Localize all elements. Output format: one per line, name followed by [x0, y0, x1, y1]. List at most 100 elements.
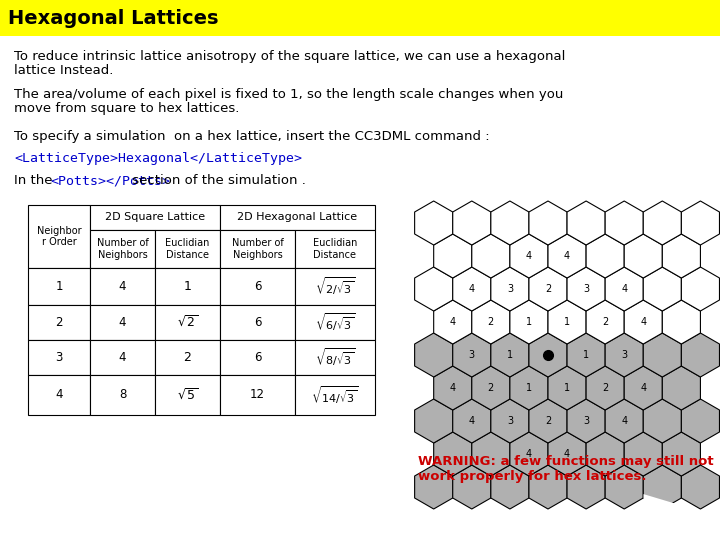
Text: section of the simulation .: section of the simulation .: [128, 174, 306, 187]
Polygon shape: [624, 234, 662, 278]
Bar: [90, 230, 155, 268]
Polygon shape: [548, 234, 586, 278]
Text: 4: 4: [450, 383, 456, 393]
Text: 4: 4: [119, 280, 126, 293]
Text: Number of
Neighbors: Number of Neighbors: [96, 238, 148, 260]
Polygon shape: [529, 465, 567, 509]
Text: 2: 2: [545, 416, 551, 426]
Polygon shape: [662, 432, 701, 476]
Polygon shape: [662, 234, 701, 278]
Text: 8: 8: [119, 388, 126, 402]
Polygon shape: [681, 267, 719, 311]
Polygon shape: [643, 399, 681, 443]
Text: $2$: $2$: [183, 351, 192, 364]
Text: lattice Instead.: lattice Instead.: [14, 64, 113, 77]
Text: 2: 2: [55, 316, 63, 329]
Text: 4: 4: [469, 284, 475, 294]
Polygon shape: [624, 366, 662, 410]
Polygon shape: [453, 465, 491, 509]
Polygon shape: [433, 234, 472, 278]
Text: <Potts></Potts>: <Potts></Potts>: [50, 174, 170, 187]
Polygon shape: [415, 201, 453, 245]
Polygon shape: [548, 300, 586, 344]
Polygon shape: [433, 366, 472, 410]
Text: 2: 2: [487, 317, 494, 327]
Bar: [220, 305, 295, 340]
Polygon shape: [415, 465, 453, 509]
Text: 1: 1: [564, 383, 570, 393]
Text: 3: 3: [583, 416, 589, 426]
Polygon shape: [510, 300, 548, 344]
Polygon shape: [491, 267, 529, 311]
Polygon shape: [529, 201, 567, 245]
Text: move from square to hex lattices.: move from square to hex lattices.: [14, 102, 239, 115]
Polygon shape: [605, 267, 643, 311]
Text: 3: 3: [469, 350, 475, 360]
Bar: [220, 230, 295, 268]
Bar: [295, 305, 375, 340]
Text: 4: 4: [640, 383, 647, 393]
Bar: [295, 268, 375, 305]
Text: 3: 3: [55, 351, 63, 364]
Polygon shape: [453, 267, 491, 311]
Text: 4: 4: [621, 284, 627, 294]
Polygon shape: [605, 201, 643, 245]
Text: Number of
Neighbors: Number of Neighbors: [232, 238, 284, 260]
Polygon shape: [529, 399, 567, 443]
Text: 4: 4: [119, 316, 126, 329]
Text: 4: 4: [526, 251, 532, 261]
Bar: [28, 205, 90, 268]
Bar: [90, 205, 220, 230]
Bar: [220, 268, 295, 305]
Text: Neighbor
r Order: Neighbor r Order: [37, 226, 81, 247]
Text: To reduce intrinsic lattice anisotropy of the square lattice, we can use a hexag: To reduce intrinsic lattice anisotropy o…: [14, 50, 565, 63]
Text: To specify a simulation  on a hex lattice, insert the CC3DML command :: To specify a simulation on a hex lattice…: [14, 130, 490, 143]
Bar: [220, 340, 295, 375]
Polygon shape: [415, 267, 453, 311]
Bar: [11, 496, 17, 514]
Text: 4: 4: [469, 416, 475, 426]
Text: 2: 2: [545, 284, 551, 294]
Text: 3: 3: [507, 284, 513, 294]
Polygon shape: [567, 333, 605, 377]
Bar: [28, 340, 90, 375]
Polygon shape: [643, 333, 681, 377]
Text: 2: 2: [602, 317, 608, 327]
Text: 2D Hexagonal Lattice: 2D Hexagonal Lattice: [238, 213, 358, 222]
Polygon shape: [662, 366, 701, 410]
Text: 1: 1: [583, 350, 589, 360]
Text: Euclidian
Distance: Euclidian Distance: [166, 238, 210, 260]
Bar: [90, 268, 155, 305]
Polygon shape: [605, 465, 643, 509]
Bar: [295, 340, 375, 375]
Text: Euclidian
Distance: Euclidian Distance: [312, 238, 357, 260]
Polygon shape: [644, 494, 706, 532]
Polygon shape: [681, 201, 719, 245]
Polygon shape: [681, 333, 719, 377]
Text: $\sqrt{2}$: $\sqrt{2}$: [177, 315, 198, 330]
Bar: [155, 230, 220, 268]
Polygon shape: [510, 366, 548, 410]
Text: 2D Square Lattice: 2D Square Lattice: [105, 213, 205, 222]
Bar: [90, 340, 155, 375]
Polygon shape: [586, 432, 624, 476]
Polygon shape: [491, 201, 529, 245]
Polygon shape: [472, 432, 510, 476]
Text: 4: 4: [640, 317, 647, 327]
Text: 1: 1: [526, 383, 532, 393]
Polygon shape: [453, 333, 491, 377]
Polygon shape: [605, 399, 643, 443]
Text: The area/volume of each pixel is fixed to 1, so the length scale changes when yo: The area/volume of each pixel is fixed t…: [14, 88, 563, 101]
Text: 4: 4: [564, 251, 570, 261]
Polygon shape: [491, 399, 529, 443]
Polygon shape: [529, 333, 567, 377]
Wedge shape: [17, 490, 37, 499]
Text: 1: 1: [564, 317, 570, 327]
Polygon shape: [529, 267, 567, 311]
Text: 3: 3: [621, 350, 627, 360]
Polygon shape: [567, 201, 605, 245]
Polygon shape: [643, 267, 681, 311]
Polygon shape: [415, 399, 453, 443]
Bar: [220, 375, 295, 415]
Text: 4: 4: [119, 351, 126, 364]
